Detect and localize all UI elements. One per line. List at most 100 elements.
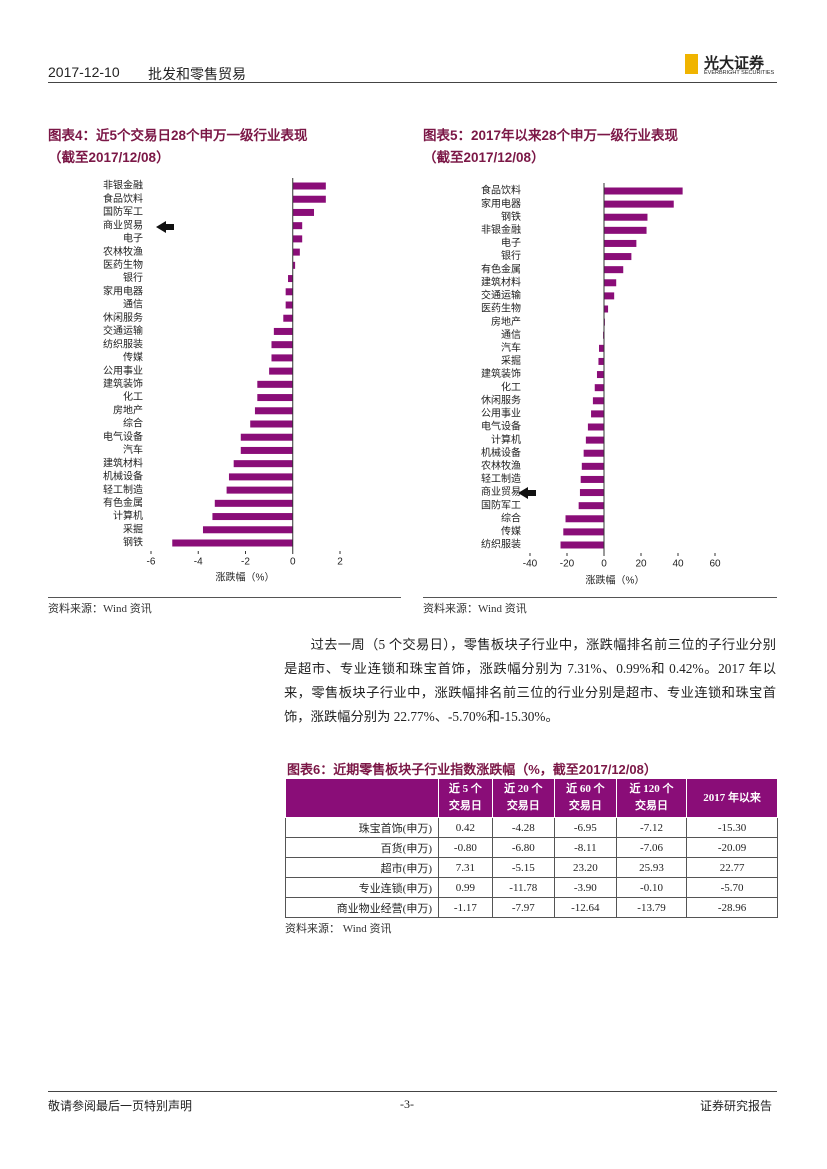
category-label: 通信 (123, 299, 143, 311)
category-label: 通信 (501, 329, 521, 341)
bar (271, 341, 293, 349)
bar (172, 539, 293, 547)
category-label: 交通运输 (103, 324, 143, 337)
x-tick-label: 20 (635, 559, 647, 570)
bar (283, 314, 293, 322)
charts: 非银金融食品饮料国防军工商业贸易电子农林牧渔医药生物银行家用电器通信休闲服务交通… (103, 178, 721, 587)
source: 资料来源：Wind 资讯 (423, 603, 527, 615)
table-cell: -5.70 (686, 877, 778, 898)
category-label: 家用电器 (103, 284, 143, 297)
x-tick-label: -20 (560, 559, 575, 570)
category-label: 机械设备 (481, 446, 521, 459)
table-cell: -1.17 (437, 897, 493, 918)
bar (585, 436, 604, 444)
category-label: 农林牧渔 (103, 245, 143, 258)
table-cell: 7.31 (437, 857, 493, 878)
bar (292, 235, 303, 243)
bar (285, 288, 293, 296)
table-cell: 25.93 (615, 857, 688, 878)
table-cell: 22.77 (686, 857, 778, 878)
category-label: 计算机 (113, 509, 143, 522)
bar (579, 489, 604, 497)
chart-subtitle: （截至2017/12/08） (423, 150, 545, 165)
category-label: 轻工制造 (481, 472, 521, 485)
x-tick-label: -4 (194, 557, 203, 568)
bar (214, 499, 293, 507)
bar (292, 195, 326, 203)
category-label: 建筑装饰 (103, 377, 143, 390)
table-cell: -6.95 (553, 817, 617, 838)
footer-rule (48, 1091, 777, 1092)
source: 资料来源：Wind 资讯 (48, 603, 152, 615)
bar (226, 486, 293, 494)
chart-title: 图表4：近5个交易日28个申万一级行业表现 (48, 128, 308, 143)
category-label: 化工 (123, 390, 143, 403)
table-title: 图表6：近期零售板块子行业指数涨跌幅（%，截至2017/12/08） (287, 762, 657, 777)
column-header: 近 5 个 交易日 (437, 778, 493, 818)
category-label: 采掘 (501, 354, 521, 367)
bar (292, 182, 326, 190)
category-label: 休闲服务 (103, 311, 143, 324)
category-label: 汽车 (501, 341, 521, 354)
bar (271, 354, 293, 362)
bar (581, 462, 604, 470)
header-date: 2017-12-10 (48, 64, 120, 80)
table-cell: -3.90 (553, 877, 617, 898)
table: 近 5 个 交易日近 20 个 交易日近 60 个 交易日近 120 个 交易日… (285, 778, 778, 918)
bar (604, 253, 632, 261)
row-label: 商业物业经营(申万) (285, 897, 439, 918)
footer-report-type: 证券研究报告 (700, 1099, 773, 1113)
bar (599, 344, 604, 352)
x-tick-label: 60 (709, 559, 721, 570)
bar (285, 301, 293, 309)
table-row: 专业连锁(申万) 0.99 -11.78 -3.90 -0.10 -5.70 (285, 877, 778, 898)
bar (563, 528, 604, 536)
arrow (156, 221, 174, 233)
category-label: 非银金融 (103, 179, 143, 192)
category-label: 房地产 (491, 315, 521, 328)
table-cell: -4.28 (491, 817, 555, 838)
category-label: 电气设备 (103, 430, 143, 443)
bar (269, 367, 293, 375)
table-cell: -0.10 (615, 877, 688, 898)
category-label: 采掘 (123, 522, 143, 535)
bar (604, 292, 615, 300)
bar (580, 475, 604, 483)
x-tick-label: 40 (672, 559, 684, 570)
bar (591, 410, 604, 418)
chart-subtitle: （截至2017/12/08） (48, 150, 170, 165)
category-label: 房地产 (113, 403, 143, 416)
bar (583, 449, 604, 457)
footer-page: -3- (400, 1097, 414, 1111)
category-label: 汽车 (123, 443, 143, 456)
category-label: 钢铁 (501, 210, 521, 223)
category-label: 银行 (501, 249, 521, 262)
x-tick-label: -40 (523, 559, 538, 570)
bar (604, 305, 609, 313)
category-label: 医药生物 (481, 302, 521, 315)
category-label: 传媒 (123, 352, 143, 364)
category-label: 有色金属 (481, 262, 521, 275)
table-cell: -6.80 (491, 837, 555, 858)
bar (592, 397, 604, 405)
table-cell: 0.99 (437, 877, 493, 898)
bar (594, 384, 604, 392)
table-cell: -28.96 (686, 897, 778, 918)
bar (292, 261, 296, 269)
x-axis-title: 涨跌幅（%） (216, 571, 275, 584)
bar (240, 433, 293, 441)
row-label: 珠宝首饰(申万) (285, 817, 439, 838)
column-header: 2017 年以来 (686, 778, 778, 818)
bar (598, 357, 604, 365)
bar (604, 213, 648, 221)
bar (565, 515, 604, 523)
bar (587, 423, 604, 431)
column-header: 近 60 个 交易日 (553, 778, 617, 818)
source: 资料来源： Wind 资讯 (285, 923, 392, 935)
table-corner (285, 778, 439, 818)
category-label: 建筑材料 (481, 275, 521, 288)
row-label: 专业连锁(申万) (285, 877, 439, 898)
bar (292, 222, 303, 230)
table-cell: -11.78 (491, 877, 555, 898)
